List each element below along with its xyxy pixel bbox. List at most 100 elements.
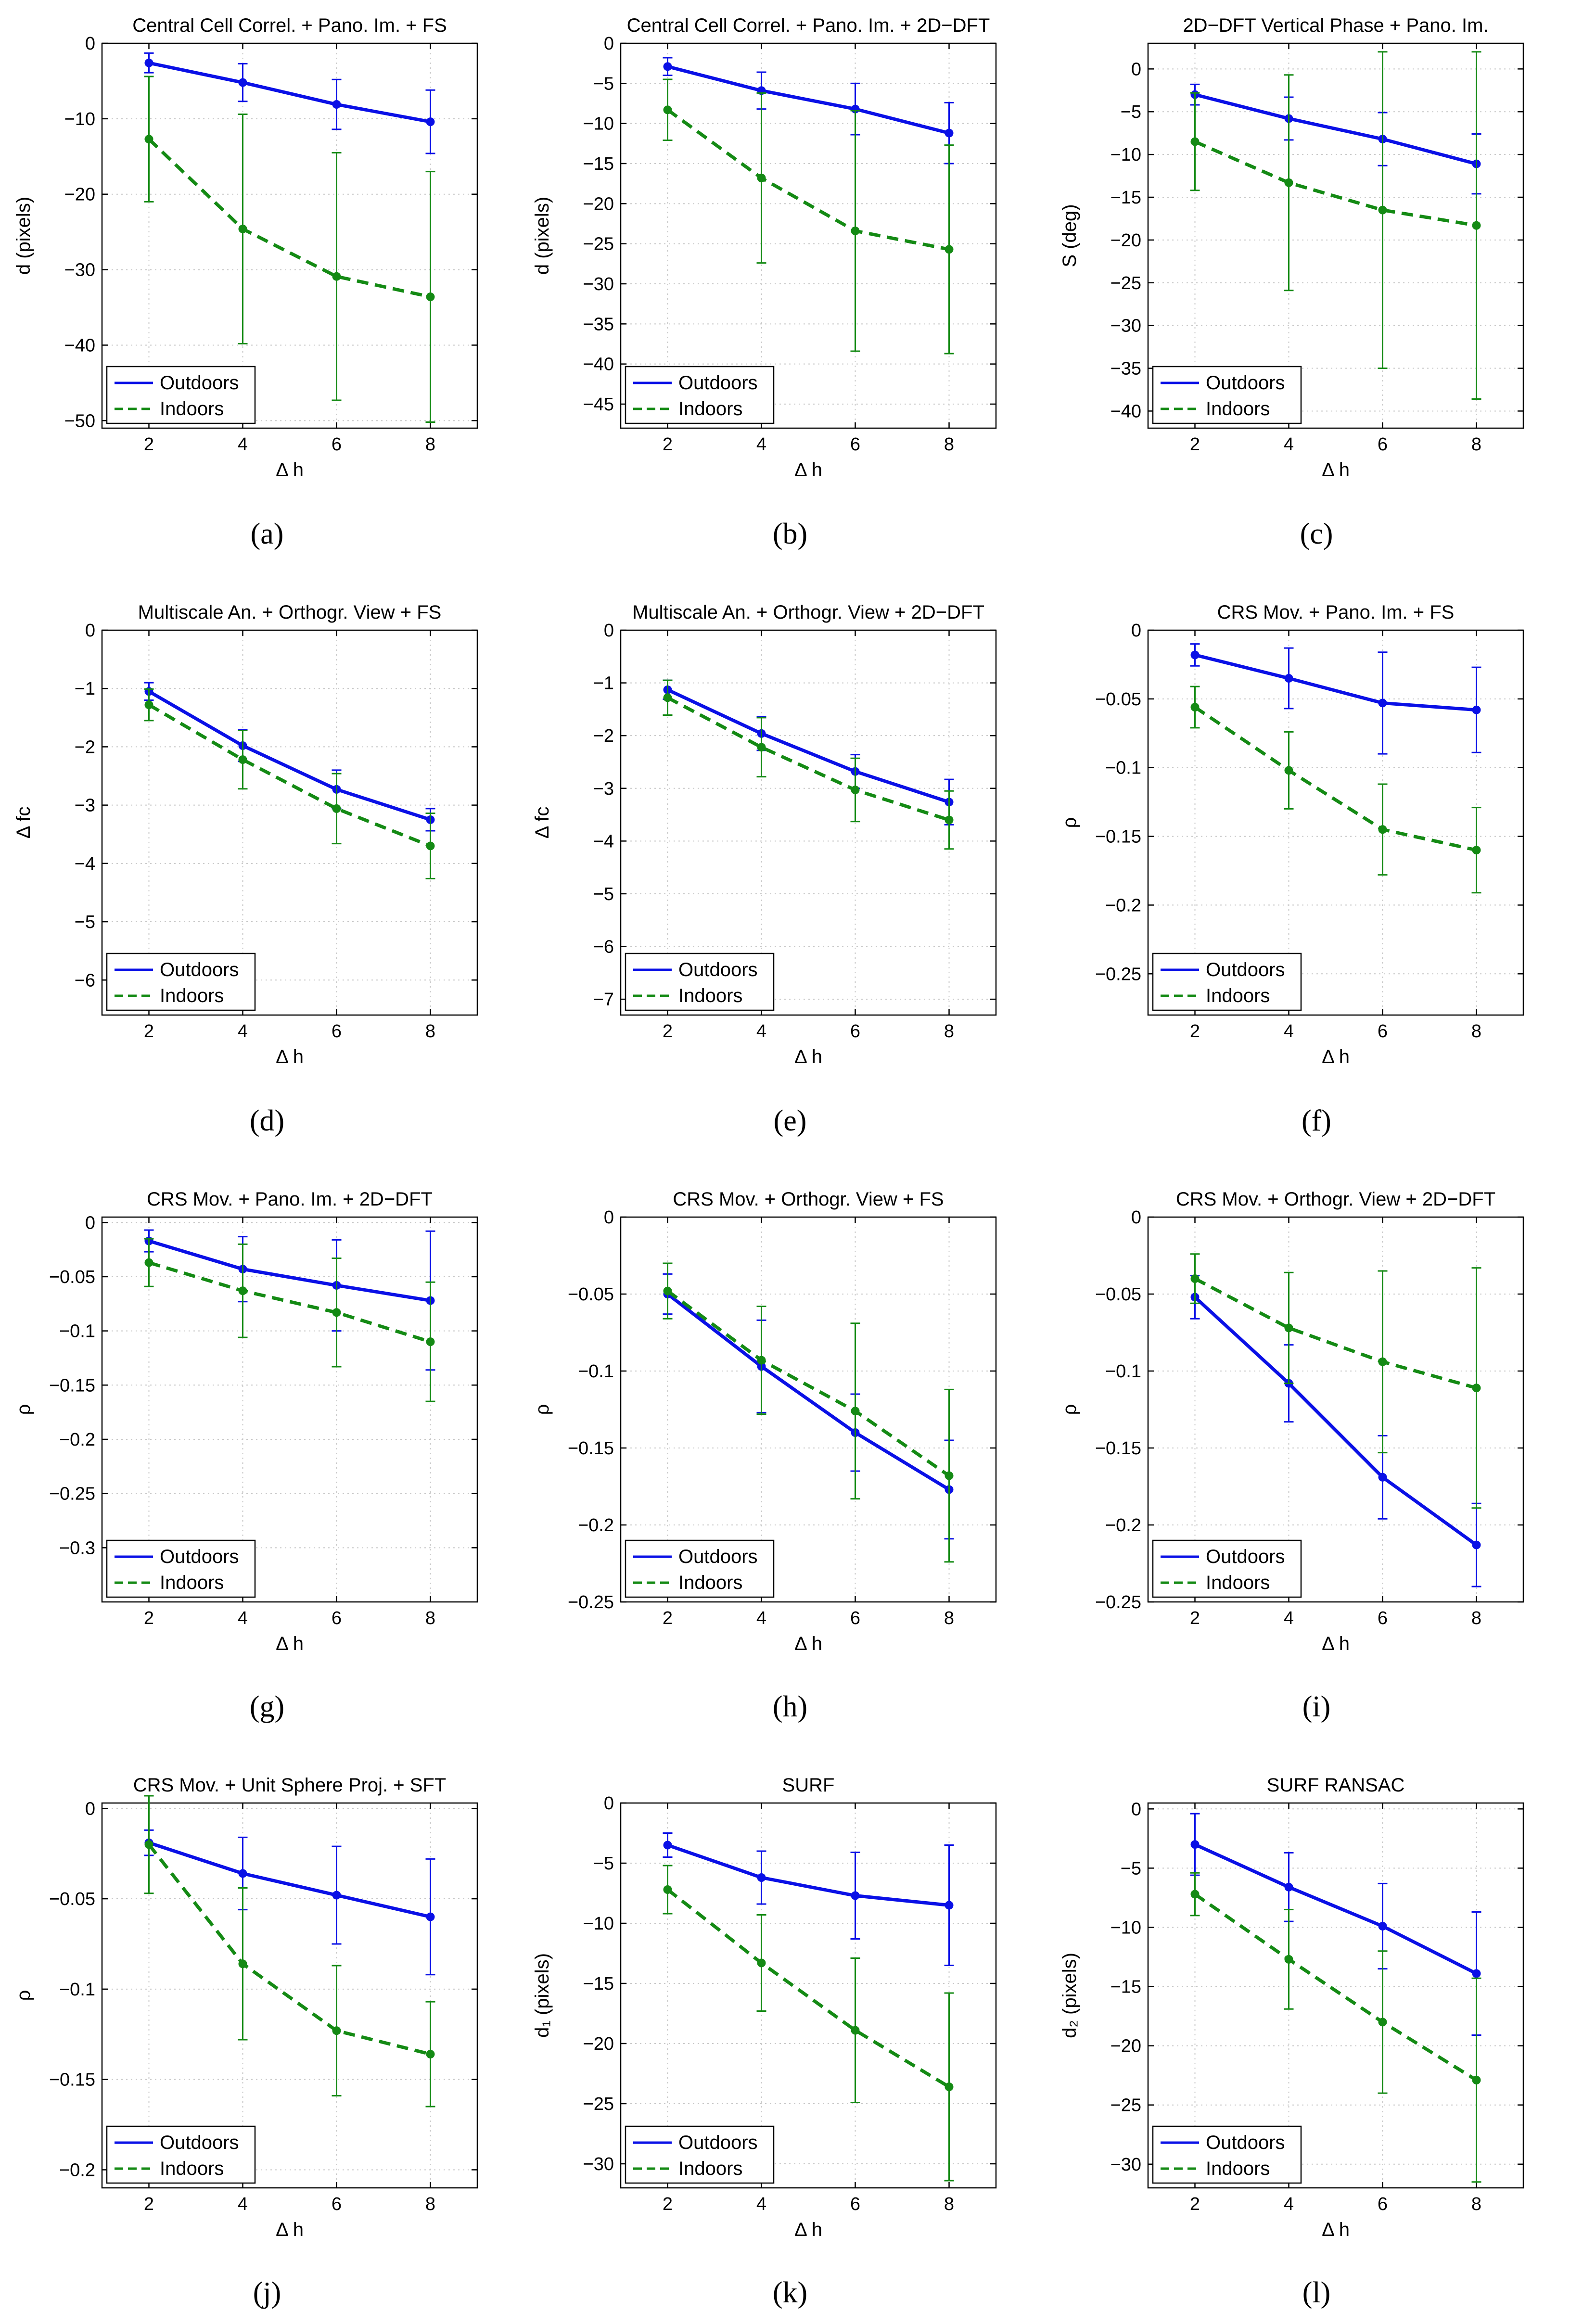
panel-e-series-indoors-point xyxy=(851,786,860,795)
panel-i-series-indoors xyxy=(1190,1253,1481,1509)
panel-h-legend-label-indoors: Indoors xyxy=(678,1572,742,1593)
panel-h-letter: (h) xyxy=(773,1690,807,1723)
panel-f-xtick-label: 8 xyxy=(1471,1021,1481,1041)
panel-d-ytick-label: 0 xyxy=(85,621,95,641)
panel-i-ytick-label: −0.2 xyxy=(1105,1515,1141,1536)
panel-h-axes-box xyxy=(620,1216,997,1603)
panel-d-legend: Outdoors Indoors xyxy=(106,952,256,1011)
panel-j-xtick-label: 8 xyxy=(425,2194,435,2214)
panel-h-ytick-label: −0.25 xyxy=(568,1592,614,1613)
panel-j-ytick-label: −0.2 xyxy=(59,2160,95,2180)
panel-g-series-outdoors-line xyxy=(148,1239,431,1302)
panel-k-series-indoors-point xyxy=(945,2083,954,2091)
panel-h-xtick-label: 2 xyxy=(663,1608,673,1628)
panel-d-ytick-label: −4 xyxy=(75,854,95,874)
panel-f-legend-label-indoors: Indoors xyxy=(1206,985,1270,1006)
panel-e-ylabel: Δ fc xyxy=(532,807,553,839)
panel-e-series-indoors-point xyxy=(757,743,766,752)
panel-f-ytick-label: 0 xyxy=(1131,621,1141,641)
panel-h-series-indoors-point xyxy=(851,1407,860,1416)
panel-c-ytick-label: −15 xyxy=(1111,188,1141,208)
panel-c-plot-area xyxy=(1148,43,1523,428)
panel-g-series-indoors xyxy=(144,1238,435,1402)
panel-l-series-outdoors-point xyxy=(1190,1840,1200,1849)
panel-a-ticks: 2 4 6 8 −50 −40 −30 −20 −10 0 xyxy=(64,34,477,455)
panel-f-xtick-label: 6 xyxy=(1378,1021,1388,1041)
panel-f-ytick-label: −0.1 xyxy=(1105,758,1141,778)
panel-e: 2 4 6 8 −7 −6 −5 −4 −3 −2 −1 0 Multiscale An. + Orth… xyxy=(532,602,997,1137)
panel-h-legend-label-outdoors: Outdoors xyxy=(678,1546,758,1567)
panel-b-ytick-label: −35 xyxy=(583,314,614,334)
panel-l-legend-box xyxy=(1152,2125,1302,2184)
panel-b-axes-box xyxy=(620,42,997,429)
panel-h-series-outdoors-line xyxy=(666,1293,950,1491)
panel-k-series-indoors-line xyxy=(666,1888,950,2088)
panel-g-series-indoors-point xyxy=(332,1308,341,1317)
panel-j-xlabel: Δ h xyxy=(276,2219,304,2240)
panel-h-xlabel: Δ h xyxy=(794,1633,822,1654)
panel-d-ytick-label: −5 xyxy=(75,912,95,932)
panel-i-letter: (i) xyxy=(1302,1690,1331,1723)
panel-f-ytick-label: −0.2 xyxy=(1105,895,1141,915)
panel-c-letter: (c) xyxy=(1300,518,1333,550)
panel-b-xlabel: Δ h xyxy=(794,459,822,481)
panel-c-ytick-label: −5 xyxy=(1121,102,1141,122)
panel-k-xlabel: Δ h xyxy=(794,2219,822,2240)
panel-b-ytick-label: −45 xyxy=(583,394,614,415)
panel-i-series-indoors-point xyxy=(1378,1357,1387,1366)
panel-b-series-indoors-point xyxy=(663,105,672,114)
panel-f-legend: Outdoors Indoors xyxy=(1152,952,1302,1011)
panel-f-series-outdoors-point xyxy=(1284,674,1293,683)
panel-b-ytick-label: −20 xyxy=(583,194,614,214)
panel-e-xlabel: Δ h xyxy=(794,1046,822,1067)
panel-k-ytick-label: −25 xyxy=(583,2094,614,2114)
panel-f-title: CRS Mov. + Pano. Im. + FS xyxy=(1217,602,1455,623)
panel-h-xtick-label: 4 xyxy=(756,1608,766,1628)
panel-d-xtick-label: 6 xyxy=(332,1021,342,1041)
panel-d-ytick-label: −1 xyxy=(75,679,95,699)
panel-l-ytick-label: −15 xyxy=(1111,1977,1141,1997)
panel-g-series-indoors-point xyxy=(144,1258,153,1267)
panel-k-ylabel: d₁ (pixels) xyxy=(532,1953,553,2038)
panel-l-ytick-label: −5 xyxy=(1121,1858,1141,1879)
panel-b-legend: Outdoors Indoors xyxy=(625,366,775,424)
panel-c-series-outdoors-line xyxy=(1194,93,1477,166)
panel-l-legend-label-indoors: Indoors xyxy=(1206,2158,1270,2179)
panel-g-axes-box xyxy=(101,1216,478,1603)
panel-a-series-outdoors-point xyxy=(426,117,435,127)
panel-a-title: Central Cell Correl. + Pano. Im. + FS xyxy=(132,15,447,36)
panel-d-series-indoors-point xyxy=(144,700,153,710)
panel-j-xtick-label: 6 xyxy=(332,2194,342,2214)
panel-a-series-indoors-point xyxy=(332,272,341,281)
panel-b-xtick-label: 6 xyxy=(850,434,860,455)
panel-j-xtick-label: 4 xyxy=(238,2194,248,2214)
panel-e-xtick-label: 8 xyxy=(944,1021,954,1041)
panel-i-ytick-label: −0.15 xyxy=(1095,1438,1141,1459)
panel-c-ytick-label: −25 xyxy=(1111,273,1141,293)
panel-c-legend: Outdoors Indoors xyxy=(1152,366,1302,424)
panel-j-legend-label-outdoors: Outdoors xyxy=(160,2132,239,2153)
panel-l-xtick-label: 8 xyxy=(1471,2194,1481,2214)
panel-d-series-indoors-point xyxy=(332,804,341,813)
panel-h-legend: Outdoors Indoors xyxy=(625,1539,775,1598)
panel-k-xtick-label: 8 xyxy=(944,2194,954,2214)
panel-d-ylabel: Δ fc xyxy=(13,807,34,839)
panel-l-legend: Outdoors Indoors xyxy=(1152,2125,1302,2184)
panel-g-title: CRS Mov. + Pano. Im. + 2D−DFT xyxy=(147,1189,433,1210)
panel-j-title: CRS Mov. + Unit Sphere Proj. + SFT xyxy=(133,1775,447,1796)
panel-b-ytick-label: −30 xyxy=(583,274,614,294)
panel-i-legend: Outdoors Indoors xyxy=(1152,1539,1302,1598)
panel-c-axes-box xyxy=(1147,42,1524,429)
panel-b-ytick-label: −10 xyxy=(583,114,614,134)
panel-i-series-indoors-point xyxy=(1284,1323,1293,1333)
panel-d-axes-box xyxy=(101,629,478,1016)
panel-k-title: SURF xyxy=(782,1775,835,1796)
panel-d-series-indoors-point xyxy=(238,755,247,764)
panel-f: 2 4 6 8 −0.25 −0.2 −0.15 −0.1 −0.05 0 CRS Mov. + P… xyxy=(1059,602,1524,1137)
panel-a-ytick-label: −40 xyxy=(64,335,95,356)
panel-i-title: CRS Mov. + Orthogr. View + 2D−DFT xyxy=(1176,1189,1495,1210)
panel-i: 2 4 6 8 −0.25 −0.2 −0.15 −0.1 −0.05 0 CRS Mov. + O… xyxy=(1059,1189,1524,1723)
panel-b-series-indoors-line xyxy=(666,108,950,251)
panel-e-ytick-label: −6 xyxy=(593,937,614,957)
